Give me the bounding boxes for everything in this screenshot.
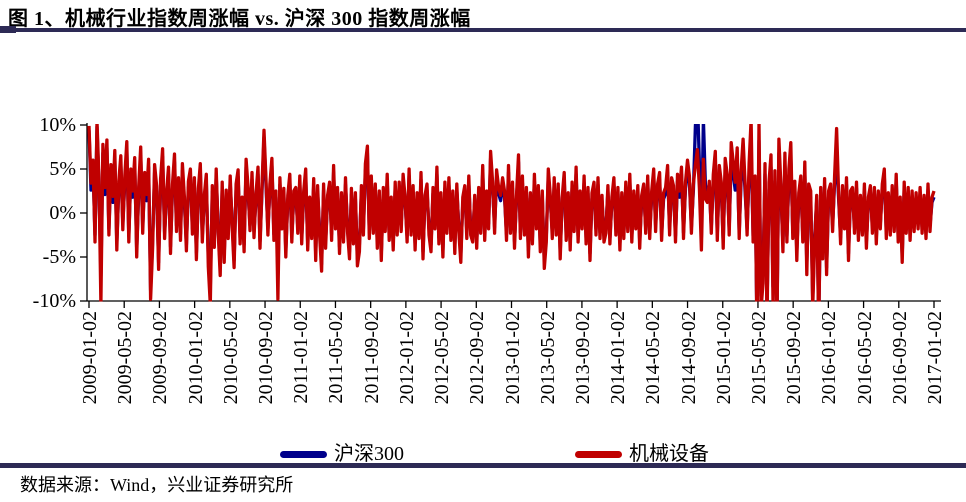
x-tick-label: 2011-09-02 (360, 311, 383, 404)
x-tick-label: 2013-05-02 (536, 311, 559, 405)
x-tick-label: 2012-09-02 (466, 311, 489, 405)
chart-legend: 沪深300 机械设备 (0, 441, 966, 467)
y-tick-label: 5% (49, 158, 76, 180)
x-tick-label: 2011-05-02 (325, 311, 348, 404)
y-tick-label: -10% (32, 290, 76, 312)
data-source-note: 数据来源：Wind，兴业证券研究所 (20, 475, 294, 495)
x-tick-label: 2016-01-02 (818, 311, 841, 405)
series-lines (87, 124, 936, 302)
x-tick-label: 2014-09-02 (677, 311, 700, 405)
x-tick-label: 2009-01-02 (79, 311, 101, 405)
x-tick-label: 2015-01-02 (712, 311, 735, 405)
y-tick-label: 10% (39, 114, 76, 136)
x-tick-label: 2012-05-02 (431, 311, 454, 405)
x-tick-label: 2017-01-02 (924, 311, 946, 405)
axes (80, 123, 941, 308)
x-tick-label: 2015-09-02 (783, 311, 806, 405)
x-tick-label: 2010-05-02 (219, 311, 242, 405)
y-tick-label: 0% (49, 202, 76, 224)
x-tick-label: 2014-01-02 (607, 311, 630, 405)
x-tick-label: 2013-01-02 (501, 311, 524, 405)
x-tick-label: 2015-05-02 (747, 311, 770, 405)
x-tick-label: 2010-09-02 (255, 311, 278, 405)
x-tick-label: 2010-01-02 (184, 311, 207, 405)
x-tick-label: 2011-01-02 (290, 311, 313, 404)
x-tick-label: 2009-05-02 (114, 311, 137, 405)
x-tick-label: 2016-05-02 (853, 311, 876, 405)
series-line-machinery (87, 124, 936, 302)
title-rule (0, 28, 966, 32)
machinery-line-swatch (575, 450, 622, 458)
legend-item-machinery: 机械设备 (575, 441, 709, 467)
legend-label-csi300: 沪深300 (334, 443, 404, 465)
figure-title: 图 1、机械行业指数周涨幅 vs. 沪深 300 指数周涨幅 (8, 8, 471, 30)
csi300-line-swatch (280, 450, 327, 458)
footer-rule (0, 463, 966, 468)
line-chart (80, 123, 941, 308)
y-tick-label: -5% (42, 246, 76, 268)
x-tick-label: 2012-01-02 (395, 311, 418, 405)
x-tick-label: 2016-09-02 (888, 311, 911, 405)
legend-item-csi300: 沪深300 (280, 441, 404, 467)
x-tick-label: 2014-05-02 (642, 311, 665, 405)
x-tick-label: 2009-09-02 (149, 311, 172, 405)
legend-label-machinery: 机械设备 (629, 443, 709, 465)
x-tick-label: 2013-09-02 (571, 311, 594, 405)
